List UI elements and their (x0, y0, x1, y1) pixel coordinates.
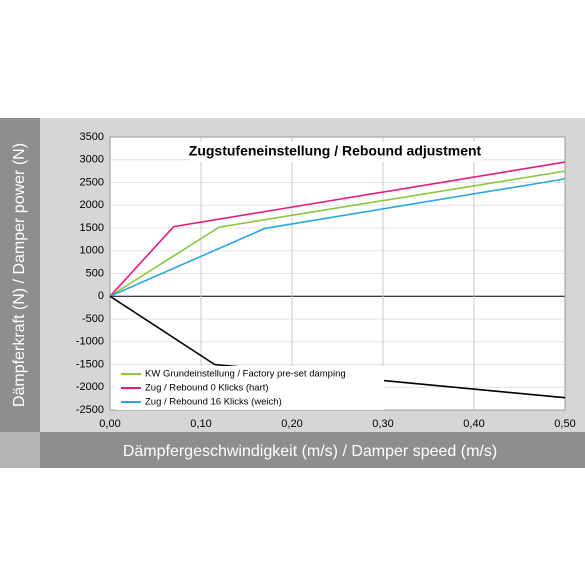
x-tick-label: 0,00 (99, 418, 120, 430)
corner (0, 432, 40, 468)
x-axis-label: Dämpfergeschwindigkeit (m/s) / Damper sp… (123, 443, 497, 460)
x-tick-label: 0,20 (281, 418, 302, 430)
title-box (190, 142, 480, 162)
chart-title: Zugstufeneinstellung / Rebound adjustmen… (189, 143, 482, 159)
legend-label: KW Grundeinstellung / Factory pre-set da… (145, 369, 346, 380)
y-tick-label: 2000 (80, 199, 104, 211)
y-tick-label: -500 (82, 313, 104, 325)
y-tick-label: 0 (98, 290, 104, 302)
x-tick-label: 0,10 (190, 418, 211, 430)
y-tick-label: -2500 (76, 404, 104, 416)
y-tick-label: 1500 (80, 222, 104, 234)
y-tick-label: 3000 (80, 154, 104, 166)
y-tick-label: 2500 (80, 176, 104, 188)
y-tick-label: -1500 (76, 358, 104, 370)
y-tick-label: 3500 (80, 131, 104, 143)
y-tick-label: 1000 (80, 245, 104, 257)
x-tick-label: 0,40 (463, 418, 484, 430)
y-tick-label: 500 (86, 267, 104, 279)
legend-box (116, 366, 384, 410)
legend-label: Zug / Rebound 0 Klicks (hart) (145, 383, 269, 394)
x-tick-label: 0,30 (372, 418, 393, 430)
y-tick-label: -2000 (76, 381, 104, 393)
x-label-band (40, 432, 585, 468)
y-axis-label: Dämpferkraft (N) / Damper power (N) (11, 143, 28, 407)
x-tick-label: 0,50 (554, 418, 575, 430)
series-line (109, 295, 566, 399)
y-label-band (0, 118, 40, 432)
series-line (109, 178, 566, 297)
legend-label: Zug / Rebound 16 Klicks (weich) (145, 397, 282, 408)
series-line (109, 161, 566, 297)
series-line (109, 170, 566, 297)
y-tick-label: -1000 (76, 336, 104, 348)
